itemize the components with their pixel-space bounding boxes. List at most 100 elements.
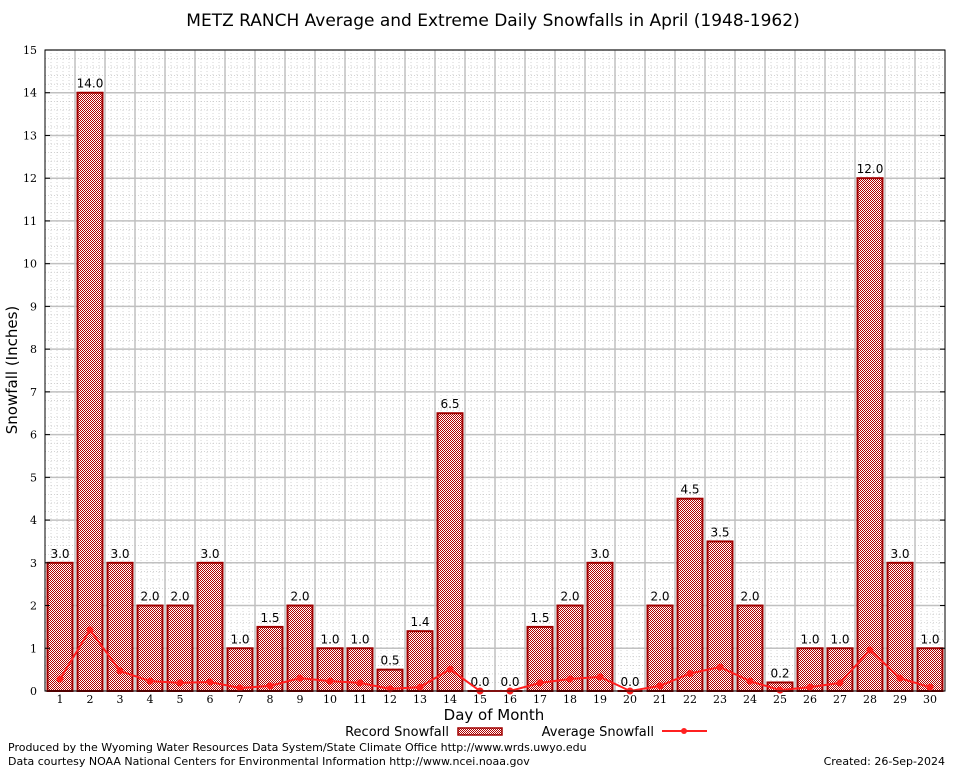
record-bar <box>856 177 884 692</box>
x-tick-label: 11 <box>353 693 367 706</box>
average-point <box>446 665 454 673</box>
y-tick-label: 4 <box>30 514 37 527</box>
average-point <box>416 683 424 691</box>
y-tick-label: 8 <box>30 343 37 356</box>
record-value-label: 3.5 <box>710 525 729 539</box>
record-value-label: 1.0 <box>320 632 339 646</box>
record-bar <box>136 604 164 692</box>
record-value-label: 2.0 <box>650 590 669 604</box>
record-value-label: 1.0 <box>800 632 819 646</box>
record-bar <box>586 561 614 692</box>
record-value-label: 0.0 <box>470 675 489 689</box>
y-tick-label: 3 <box>30 557 37 570</box>
record-bar <box>646 604 674 692</box>
y-tick-label: 5 <box>30 471 37 484</box>
x-tick-label: 14 <box>443 693 457 706</box>
y-tick-label: 11 <box>23 215 37 228</box>
record-value-label: 6.5 <box>440 397 459 411</box>
y-tick-label: 1 <box>30 642 37 655</box>
record-bar <box>886 561 914 692</box>
average-point <box>926 683 934 691</box>
x-tick-label: 9 <box>297 693 304 706</box>
x-tick-label: 30 <box>923 693 937 706</box>
record-value-label: 4.5 <box>680 483 699 497</box>
record-value-label: 1.5 <box>260 611 279 625</box>
x-tick-label: 6 <box>207 693 214 706</box>
y-tick-label: 13 <box>23 129 37 142</box>
footer-courtesy: Data courtesy NOAA National Centers for … <box>8 755 530 768</box>
record-bar <box>256 625 284 693</box>
record-bar <box>676 497 704 693</box>
x-tick-label: 12 <box>383 693 397 706</box>
x-tick-label: 8 <box>267 693 274 706</box>
x-tick-label: 21 <box>653 693 667 706</box>
x-tick-label: 7 <box>237 693 244 706</box>
legend-average-marker <box>681 728 687 734</box>
average-point <box>896 674 904 682</box>
average-point <box>146 677 154 685</box>
x-axis-ticks: 1 2 3 4 5 6 7 8 9 10 11 12 13 14 15 16 17 18 19 20 21 22 23 24 2… <box>57 693 938 706</box>
average-point <box>806 683 814 691</box>
x-tick-label: 23 <box>713 693 727 706</box>
record-value-label: 1.5 <box>530 611 549 625</box>
record-bar <box>436 412 464 692</box>
y-tick-label: 7 <box>30 386 37 399</box>
record-bar <box>226 647 254 692</box>
x-tick-label: 1 <box>57 693 64 706</box>
average-point <box>326 677 334 685</box>
record-value-label: 1.0 <box>920 632 939 646</box>
legend-record-swatch <box>457 727 503 736</box>
average-point <box>686 669 694 677</box>
x-tick-label: 19 <box>593 693 607 706</box>
average-point <box>296 674 304 682</box>
x-tick-label: 18 <box>563 693 577 706</box>
record-bar <box>166 604 194 692</box>
average-point <box>86 626 94 634</box>
x-tick-label: 27 <box>833 693 847 706</box>
record-value-label: 0.5 <box>380 654 399 668</box>
x-tick-label: 16 <box>503 693 517 706</box>
record-value-label: 1.0 <box>350 632 369 646</box>
record-value-label: 2.0 <box>140 590 159 604</box>
record-value-label: 2.0 <box>290 590 309 604</box>
record-value-label: 2.0 <box>560 590 579 604</box>
record-value-label: 1.4 <box>410 615 429 629</box>
x-tick-label: 4 <box>147 693 154 706</box>
y-tick-label: 10 <box>23 258 37 271</box>
average-point <box>116 667 124 675</box>
average-point <box>866 646 874 654</box>
y-tick-label: 15 <box>23 44 37 57</box>
x-tick-label: 10 <box>323 693 337 706</box>
record-value-label: 14.0 <box>77 77 104 91</box>
record-value-label: 2.0 <box>170 590 189 604</box>
record-value-label: 3.0 <box>110 547 129 561</box>
record-value-label: 1.0 <box>830 632 849 646</box>
record-bar <box>76 91 104 692</box>
x-tick-label: 5 <box>177 693 184 706</box>
average-point <box>776 686 784 694</box>
legend-record-label: Record Snowfall <box>345 725 449 740</box>
legend-average-label: Average Snowfall <box>542 725 654 740</box>
y-tick-label: 6 <box>30 429 37 442</box>
average-point <box>56 675 64 683</box>
record-value-label: 3.0 <box>590 547 609 561</box>
x-tick-label: 20 <box>623 693 637 706</box>
x-tick-label: 13 <box>413 693 427 706</box>
average-point <box>176 679 184 687</box>
x-tick-label: 28 <box>863 693 877 706</box>
legend: Record Snowfall Average Snowfall <box>345 725 707 740</box>
footer-produced-by: Produced by the Wyoming Water Resources … <box>8 741 587 754</box>
y-tick-label: 12 <box>23 172 37 185</box>
footer-created: Created: 26-Sep-2024 <box>824 755 945 768</box>
average-point <box>236 684 244 692</box>
x-tick-label: 25 <box>773 693 787 706</box>
x-tick-label: 15 <box>473 693 487 706</box>
average-point <box>356 679 364 687</box>
average-point <box>746 677 754 685</box>
y-tick-label: 2 <box>30 600 37 613</box>
record-value-label: 1.0 <box>230 632 249 646</box>
record-value-label: 12.0 <box>857 162 884 176</box>
bars: 3.0 14.0 3.0 2.0 2.0 3.0 1.0 1.5 2.0 1.0 1.0 0.5 1.4… <box>46 77 944 693</box>
